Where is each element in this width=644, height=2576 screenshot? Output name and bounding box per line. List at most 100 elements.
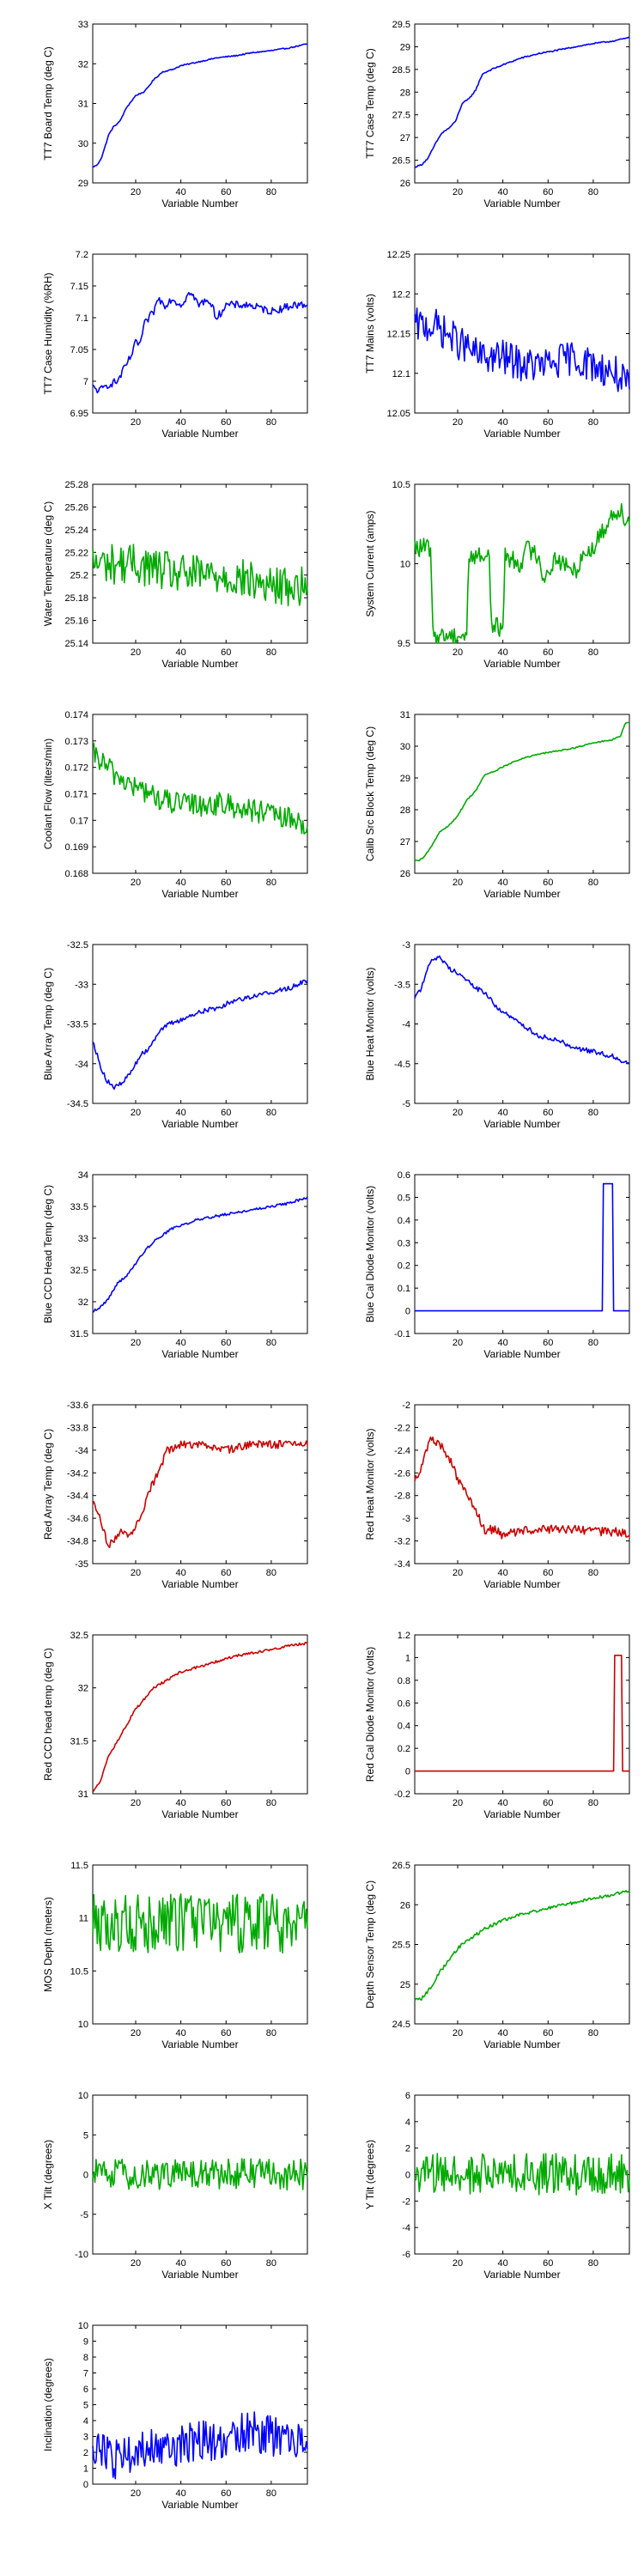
- series-line: [92, 1893, 308, 1954]
- x-axis-label: Variable Number: [161, 1118, 238, 1130]
- y-tick-label: -3: [402, 1514, 410, 1524]
- x-axis-label: Variable Number: [483, 888, 560, 900]
- x-tick-label: 60: [543, 417, 553, 428]
- chart-panel-18: 20 40 60 80 24.5 25 25.5 26 26.5 Variable Number D…: [364, 1861, 630, 2050]
- x-tick-label: 80: [266, 187, 276, 197]
- axes-box: [92, 23, 308, 184]
- y-tick-label: 0.172: [64, 763, 88, 774]
- series-line: [414, 955, 630, 1065]
- y-tick-label: -5: [80, 2210, 88, 2221]
- x-tick-label: 60: [543, 1338, 553, 1348]
- y-tick-label: -34.2: [67, 1468, 88, 1479]
- chart-panel-19: 20 40 60 80 -10 -5 0 5 10 Variable Number X Tilt (…: [42, 2091, 308, 2281]
- x-tick-label: 60: [221, 1338, 231, 1348]
- y-axis-label: TT7 Case Humidity (%RH): [42, 272, 54, 394]
- x-tick-label: 20: [131, 1108, 141, 1118]
- y-tick-label: 31: [78, 100, 88, 110]
- x-axis-label: Variable Number: [161, 428, 238, 440]
- x-tick-label: 60: [221, 1568, 231, 1578]
- y-tick-label: 4: [405, 2117, 410, 2128]
- x-axis-label: Variable Number: [161, 197, 238, 210]
- y-tick-label: 29: [400, 42, 410, 52]
- y-tick-label: -33.8: [67, 1423, 88, 1433]
- x-tick-label: 20: [131, 2488, 141, 2499]
- x-tick-label: 20: [131, 2258, 141, 2269]
- x-axis-label: Variable Number: [483, 2038, 560, 2050]
- y-tick-label: -34.8: [67, 1537, 88, 1547]
- series-line: [92, 1641, 308, 1793]
- y-tick-label: -2.4: [394, 1446, 410, 1456]
- axes-box: [414, 944, 630, 1104]
- y-tick-label: 27: [400, 837, 410, 848]
- x-axis-label: Variable Number: [483, 1118, 560, 1130]
- series-line: [92, 544, 308, 607]
- y-tick-label: -3: [402, 940, 410, 951]
- y-tick-label: 32: [78, 59, 88, 70]
- x-axis-label: Variable Number: [161, 1348, 238, 1360]
- y-tick-label: 5: [83, 2401, 88, 2411]
- chart-panel-15: 20 40 60 80 31 31.5 32 32.5 Variable Number Red C…: [42, 1631, 308, 1820]
- y-tick-label: -34.5: [67, 1099, 88, 1109]
- chart-panel-13: 20 40 60 80 -35 -34.8 -34.6 -34.4 -34.2 -34 -33.8 -…: [42, 1400, 308, 1590]
- x-tick-label: 80: [266, 1108, 276, 1118]
- x-tick-label: 40: [176, 878, 186, 888]
- x-tick-label: 40: [176, 417, 186, 428]
- y-tick-label: -4: [402, 2223, 410, 2233]
- y-tick-label: 26: [400, 869, 410, 879]
- chart-panel-8: 20 40 60 80 26 27 28 29 30 31 Variable Number Calib…: [364, 710, 630, 900]
- x-tick-label: 40: [498, 1338, 508, 1348]
- x-tick-label: 20: [453, 2028, 463, 2038]
- y-tick-label: 31: [78, 1789, 88, 1800]
- axes-box: [92, 1634, 308, 1795]
- y-tick-label: 12.05: [386, 409, 410, 419]
- y-axis-label: Blue Cal Diode Monitor (volts): [364, 1186, 376, 1322]
- y-tick-label: -32.5: [67, 940, 88, 951]
- x-tick-label: 80: [588, 187, 598, 197]
- y-tick-label: 28: [400, 88, 410, 98]
- y-axis-label: TT7 Case Temp (deg C): [364, 48, 376, 159]
- y-tick-label: 28.5: [392, 65, 410, 76]
- y-tick-label: -3.5: [394, 980, 410, 990]
- x-tick-label: 60: [543, 647, 553, 658]
- x-tick-label: 40: [498, 1798, 508, 1808]
- y-axis-label: System Current (amps): [364, 510, 376, 617]
- x-tick-label: 20: [453, 1798, 463, 1808]
- y-tick-label: 25.14: [64, 639, 88, 649]
- y-tick-label: 28: [400, 805, 410, 816]
- y-tick-label: -34: [75, 1446, 88, 1456]
- x-tick-label: 80: [588, 1798, 598, 1808]
- y-tick-label: -35: [75, 1559, 88, 1570]
- y-axis-label: Calib Src Block Temp (deg C): [364, 726, 376, 861]
- y-tick-label: 5: [83, 2130, 88, 2141]
- series-line: [414, 721, 630, 862]
- x-tick-label: 40: [176, 2028, 186, 2038]
- y-axis-label: Depth Sensor Temp (deg C): [364, 1880, 376, 2008]
- y-tick-label: 7.1: [76, 313, 88, 324]
- y-tick-label: 10: [78, 2321, 88, 2331]
- x-tick-label: 40: [176, 2258, 186, 2269]
- chart-panel-2: 20 40 60 80 26 26.5 27 27.5 28 28.5 29 29.5 Variable…: [364, 20, 630, 210]
- y-tick-label: 6.95: [70, 409, 88, 419]
- x-tick-label: 40: [176, 1338, 186, 1348]
- y-axis-label: Red Cal Diode Monitor (volts): [364, 1647, 376, 1782]
- x-tick-label: 60: [543, 2028, 553, 2038]
- axes-box: [414, 714, 630, 874]
- x-tick-label: 80: [266, 1338, 276, 1348]
- y-tick-label: 0.4: [398, 1722, 410, 1732]
- x-tick-label: 20: [453, 187, 463, 197]
- y-tick-label: 32: [78, 1297, 88, 1308]
- x-tick-label: 20: [131, 1338, 141, 1348]
- axes-box: [414, 23, 630, 184]
- y-tick-label: 10.5: [392, 480, 410, 490]
- x-axis-label: Variable Number: [161, 658, 238, 670]
- y-tick-label: 29: [78, 179, 88, 189]
- y-tick-label: 10.5: [70, 1966, 88, 1977]
- x-tick-label: 20: [453, 1568, 463, 1578]
- x-tick-label: 20: [131, 187, 141, 197]
- y-tick-label: -4: [402, 1020, 410, 1030]
- x-axis-label: Variable Number: [161, 1578, 238, 1590]
- y-tick-label: 33.5: [70, 1202, 88, 1212]
- series-line: [414, 307, 630, 392]
- chart-panel-12: 20 40 60 80 -0.1 0 0.1 0.2 0.3 0.4 0.5 0.6 Variable …: [364, 1170, 630, 1360]
- series-line: [92, 979, 308, 1091]
